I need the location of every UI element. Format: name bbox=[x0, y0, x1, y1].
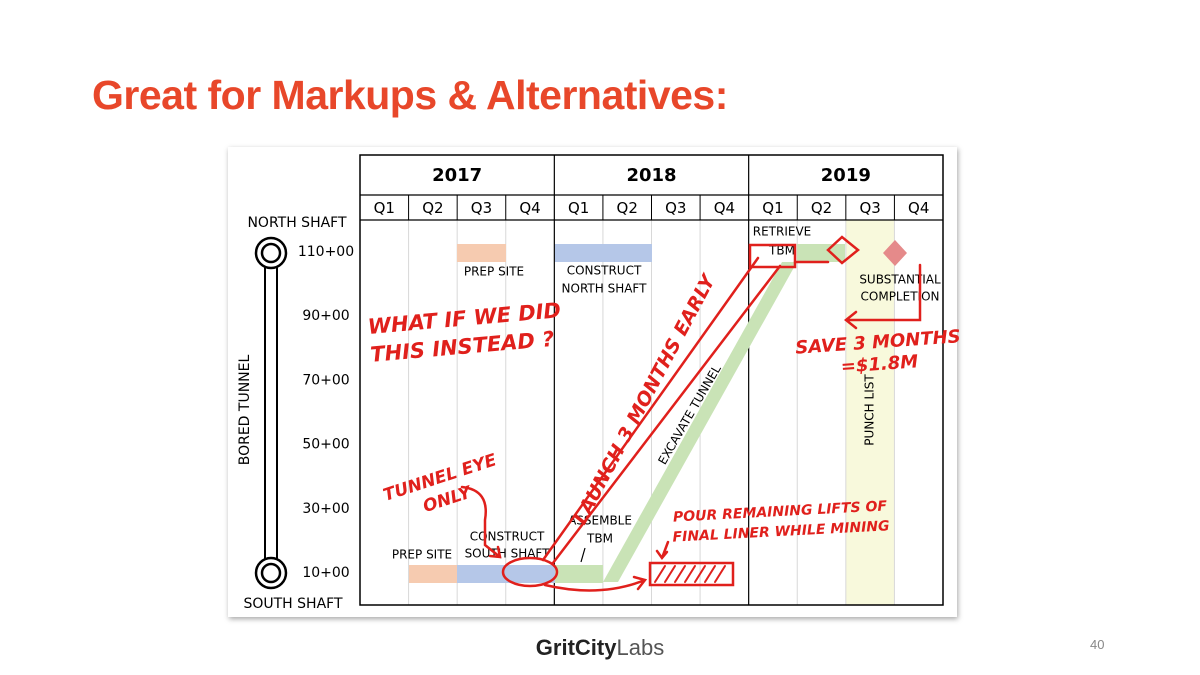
activity-label: CONSTRUCT bbox=[470, 530, 545, 544]
logo-bold: GritCity bbox=[535, 635, 617, 660]
quarter-label: Q1 bbox=[568, 199, 589, 217]
activity-label: TBM bbox=[586, 532, 613, 546]
year-label: 2017 bbox=[432, 165, 482, 186]
activity-bar bbox=[797, 244, 845, 262]
shaft-circle bbox=[260, 562, 282, 584]
punch-list-band bbox=[846, 220, 894, 605]
quarter-label: Q1 bbox=[762, 199, 783, 217]
activity-label: PUNCH LIST bbox=[863, 374, 877, 446]
markup-note: =$1.8M bbox=[840, 351, 919, 377]
markup-arrow bbox=[843, 263, 922, 330]
frame bbox=[359, 154, 944, 606]
markup-box bbox=[648, 561, 735, 587]
activity-label: SUBSTANTIAL bbox=[859, 273, 941, 287]
milestone bbox=[883, 240, 907, 266]
tunnel-graphic bbox=[254, 236, 288, 590]
station-label: 110+00 bbox=[298, 244, 354, 260]
station-label: 90+00 bbox=[302, 308, 349, 324]
activity-bar bbox=[409, 565, 457, 583]
logo: GritCityLabs bbox=[0, 635, 1200, 661]
year-label: 2018 bbox=[626, 165, 676, 186]
schedule-card bbox=[228, 147, 957, 617]
station-label: 30+00 bbox=[302, 501, 349, 517]
labels: 2017 Q1 Q2 Q3 Q4 2018 Q1 Q2 Q3 Q4 2019 Q1 Q2 Q3 Q4 110+… bbox=[237, 165, 941, 612]
excavate-band bbox=[603, 262, 797, 582]
activity-label: PREP SITE bbox=[392, 548, 452, 562]
markup-arrow bbox=[543, 575, 648, 592]
shaft-circle bbox=[260, 242, 282, 264]
slide-title: Great for Markups & Alternatives: bbox=[92, 72, 728, 118]
activity-label: COMPLETION bbox=[861, 290, 940, 304]
markup-line bbox=[541, 256, 760, 562]
north-label: NORTH SHAFT bbox=[247, 215, 347, 231]
quarter-label: Q2 bbox=[617, 199, 638, 217]
axis-label: BORED TUNNEL bbox=[237, 355, 253, 466]
markup-line bbox=[551, 264, 782, 565]
page-number: 40 bbox=[1090, 637, 1105, 652]
markup-arrow bbox=[460, 485, 502, 559]
markup-arrow bbox=[655, 540, 670, 561]
quarter-label: Q4 bbox=[519, 199, 540, 217]
markup-box bbox=[748, 243, 797, 269]
activity-bar bbox=[555, 565, 603, 583]
markup-hatch bbox=[654, 565, 726, 583]
activity-bar bbox=[457, 565, 555, 583]
grid bbox=[359, 154, 944, 606]
quarter-label: Q4 bbox=[714, 199, 735, 217]
year-label: 2019 bbox=[821, 165, 871, 186]
activity-label: CONSTRUCT bbox=[567, 264, 642, 278]
activity-label: TBM bbox=[768, 244, 795, 258]
markup-circle bbox=[501, 556, 559, 588]
quarter-label: Q1 bbox=[374, 199, 395, 217]
activity-bar bbox=[555, 244, 652, 262]
quarter-label: Q3 bbox=[859, 199, 880, 217]
station-label: 70+00 bbox=[302, 372, 349, 388]
quarter-label: Q2 bbox=[422, 199, 443, 217]
leader-line bbox=[580, 547, 586, 563]
activity-label: RETRIEVE bbox=[753, 225, 812, 239]
south-label: SOUTH SHAFT bbox=[243, 596, 342, 612]
shaft-circle bbox=[254, 556, 288, 590]
quarter-label: Q4 bbox=[908, 199, 929, 217]
quarter-label: Q2 bbox=[811, 199, 832, 217]
station-label: 10+00 bbox=[302, 565, 349, 581]
quarter-label: Q3 bbox=[665, 199, 686, 217]
markup-diamond bbox=[826, 235, 860, 265]
activity-bar bbox=[457, 244, 506, 262]
shaft-circle bbox=[254, 236, 288, 270]
logo-light: Labs bbox=[616, 635, 665, 660]
quarter-label: Q3 bbox=[471, 199, 492, 217]
activity-label: NORTH SHAFT bbox=[562, 282, 648, 296]
station-label: 50+00 bbox=[302, 437, 349, 453]
activity-label: PREP SITE bbox=[464, 265, 524, 279]
markup-strokes bbox=[460, 235, 922, 592]
